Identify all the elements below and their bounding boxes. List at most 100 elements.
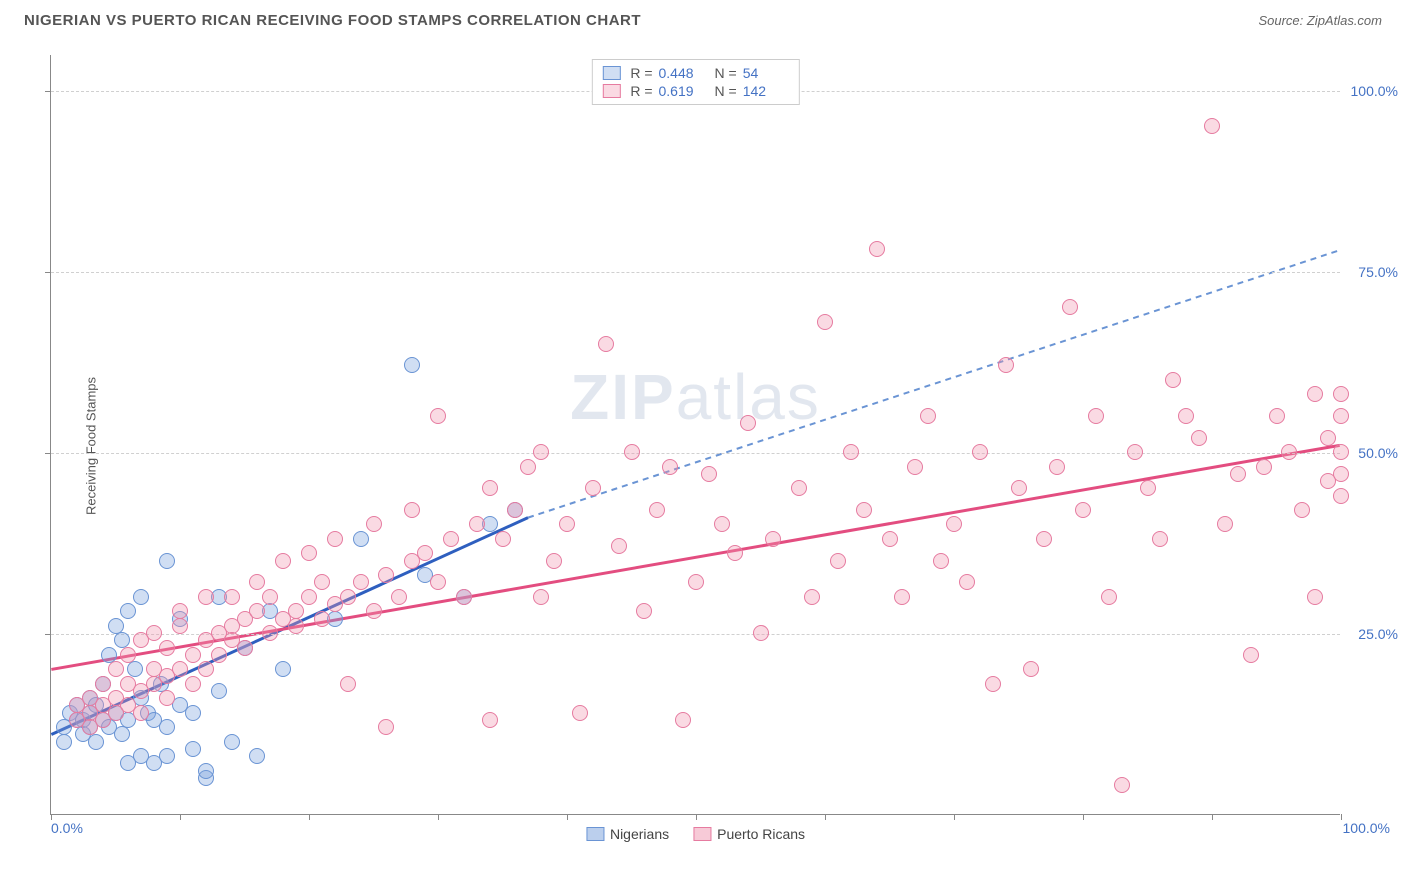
y-tick-label: 100.0% [1351,83,1398,99]
data-point [559,516,575,532]
data-point [636,603,652,619]
data-point [1333,488,1349,504]
data-point [56,734,72,750]
data-point [249,603,265,619]
data-point [1333,466,1349,482]
data-point [1127,444,1143,460]
data-point [753,625,769,641]
data-point [224,734,240,750]
data-point [1307,386,1323,402]
series-legend: NigeriansPuerto Ricans [586,826,805,842]
data-point [1333,408,1349,424]
gridline [51,453,1340,454]
data-point [1011,480,1027,496]
data-point [198,589,214,605]
chart-header: NIGERIAN VS PUERTO RICAN RECEIVING FOOD … [0,0,1406,37]
data-point [1023,661,1039,677]
data-point [224,589,240,605]
data-point [88,734,104,750]
data-point [1333,386,1349,402]
data-point [237,640,253,656]
correlation-stats-legend: R = 0.448 N = 54 R = 0.619 N = 142 [591,59,799,105]
gridline [51,272,1340,273]
swatch-nigerians [602,66,620,80]
x-tick-label-max: 100.0% [1343,820,1390,836]
data-point [649,502,665,518]
legend-swatch [586,827,604,841]
data-point [1230,466,1246,482]
data-point [262,589,278,605]
data-point [378,719,394,735]
data-point [1191,430,1207,446]
data-point [533,589,549,605]
data-point [1178,408,1194,424]
data-point [469,516,485,532]
r-value-nigerians: 0.448 [659,65,705,81]
data-point [185,705,201,721]
data-point [1269,408,1285,424]
data-point [804,589,820,605]
data-point [430,408,446,424]
data-point [1204,118,1220,134]
data-point [404,357,420,373]
scatter-chart: ZIPatlas R = 0.448 N = 54 R = 0.619 N = … [50,55,1340,815]
trend-line [51,445,1339,669]
legend-label: Nigerians [610,826,669,842]
data-point [701,466,717,482]
data-point [159,640,175,656]
data-point [262,625,278,641]
swatch-puerto-ricans [602,84,620,98]
data-point [740,415,756,431]
data-point [301,589,317,605]
data-point [714,516,730,532]
data-point [430,574,446,590]
data-point [314,611,330,627]
data-point [172,661,188,677]
data-point [1256,459,1272,475]
data-point [314,574,330,590]
data-point [1152,531,1168,547]
data-point [1101,589,1117,605]
data-point [985,676,1001,692]
x-tick-label-min: 0.0% [51,820,83,836]
data-point [1036,531,1052,547]
data-point [120,647,136,663]
data-point [894,589,910,605]
y-tick-label: 75.0% [1358,264,1398,280]
data-point [353,574,369,590]
data-point [366,516,382,532]
data-point [972,444,988,460]
legend-swatch [693,827,711,841]
data-point [172,603,188,619]
n-value-puerto-ricans: 142 [743,83,789,99]
data-point [340,589,356,605]
data-point [533,444,549,460]
data-point [482,480,498,496]
trend-line [528,250,1340,517]
data-point [353,531,369,547]
data-point [198,763,214,779]
chart-title: NIGERIAN VS PUERTO RICAN RECEIVING FOOD … [24,12,641,29]
data-point [249,748,265,764]
data-point [1114,777,1130,793]
data-point [340,676,356,692]
data-point [585,480,601,496]
data-point [572,705,588,721]
data-point [456,589,472,605]
data-point [907,459,923,475]
data-point [727,545,743,561]
data-point [301,545,317,561]
stats-row-nigerians: R = 0.448 N = 54 [602,64,788,82]
data-point [546,553,562,569]
data-point [933,553,949,569]
data-point [1243,647,1259,663]
data-point [172,618,188,634]
data-point [159,719,175,735]
data-point [624,444,640,460]
data-point [843,444,859,460]
gridline [51,634,1340,635]
data-point [856,502,872,518]
n-value-nigerians: 54 [743,65,789,81]
data-point [417,545,433,561]
data-point [249,574,265,590]
